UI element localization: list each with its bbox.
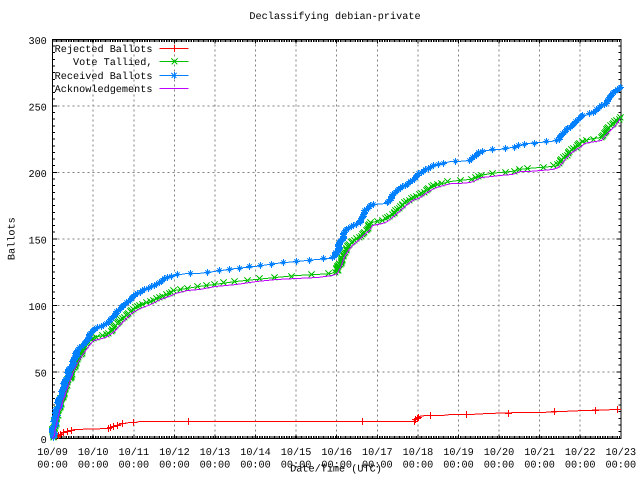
svg-text:250: 250	[28, 104, 46, 115]
svg-text:200: 200	[28, 170, 46, 181]
svg-text:10/19: 10/19	[443, 447, 474, 459]
svg-text:10/13: 10/13	[200, 447, 231, 459]
svg-text:00:00: 00:00	[37, 461, 68, 472]
svg-text:10/14: 10/14	[240, 447, 271, 459]
svg-text:00:00: 00:00	[321, 461, 352, 472]
svg-text:150: 150	[28, 237, 46, 248]
svg-text:Rejected Ballots: Rejected Ballots	[55, 44, 153, 56]
svg-text:00:00: 00:00	[78, 461, 109, 472]
svg-text:00:00: 00:00	[443, 461, 474, 472]
svg-text:10/10: 10/10	[78, 447, 109, 459]
svg-text:Date/Time (UTC): Date/Time (UTC)	[290, 463, 382, 475]
svg-text:10/17: 10/17	[362, 447, 393, 459]
svg-text:00:00: 00:00	[200, 461, 231, 472]
svg-text:00:00: 00:00	[281, 461, 312, 472]
svg-text:00:00: 00:00	[159, 461, 190, 472]
svg-text:300: 300	[28, 37, 46, 48]
svg-text:10/09: 10/09	[37, 447, 68, 459]
svg-text:Received Ballots: Received Ballots	[55, 71, 153, 83]
svg-text:Ballots: Ballots	[7, 217, 19, 260]
svg-text:10/15: 10/15	[281, 447, 312, 459]
svg-text:00:00: 00:00	[119, 461, 150, 472]
svg-text:00:00: 00:00	[240, 461, 271, 472]
svg-text:10/20: 10/20	[484, 447, 515, 459]
svg-text:10/12: 10/12	[159, 447, 190, 459]
svg-text:00:00: 00:00	[606, 461, 637, 472]
svg-text:10/22: 10/22	[565, 447, 596, 459]
svg-text:10/11: 10/11	[119, 447, 150, 459]
svg-text:Declassifying debian-private: Declassifying debian-private	[249, 11, 420, 23]
svg-text:10/21: 10/21	[524, 447, 555, 459]
svg-text:00:00: 00:00	[362, 461, 393, 472]
svg-text:Vote Tallied,: Vote Tallied,	[73, 57, 152, 69]
svg-text:0: 0	[41, 436, 47, 447]
svg-text:00:00: 00:00	[524, 461, 555, 472]
svg-text:10/18: 10/18	[403, 447, 434, 459]
svg-text:00:00: 00:00	[484, 461, 515, 472]
svg-text:Acknowledgements: Acknowledgements	[55, 84, 153, 96]
svg-text:10/23: 10/23	[606, 447, 637, 459]
svg-text:50: 50	[35, 370, 47, 381]
svg-text:00:00: 00:00	[565, 461, 596, 472]
svg-text:10/16: 10/16	[321, 447, 352, 459]
svg-text:100: 100	[28, 303, 46, 314]
svg-text:00:00: 00:00	[403, 461, 434, 472]
